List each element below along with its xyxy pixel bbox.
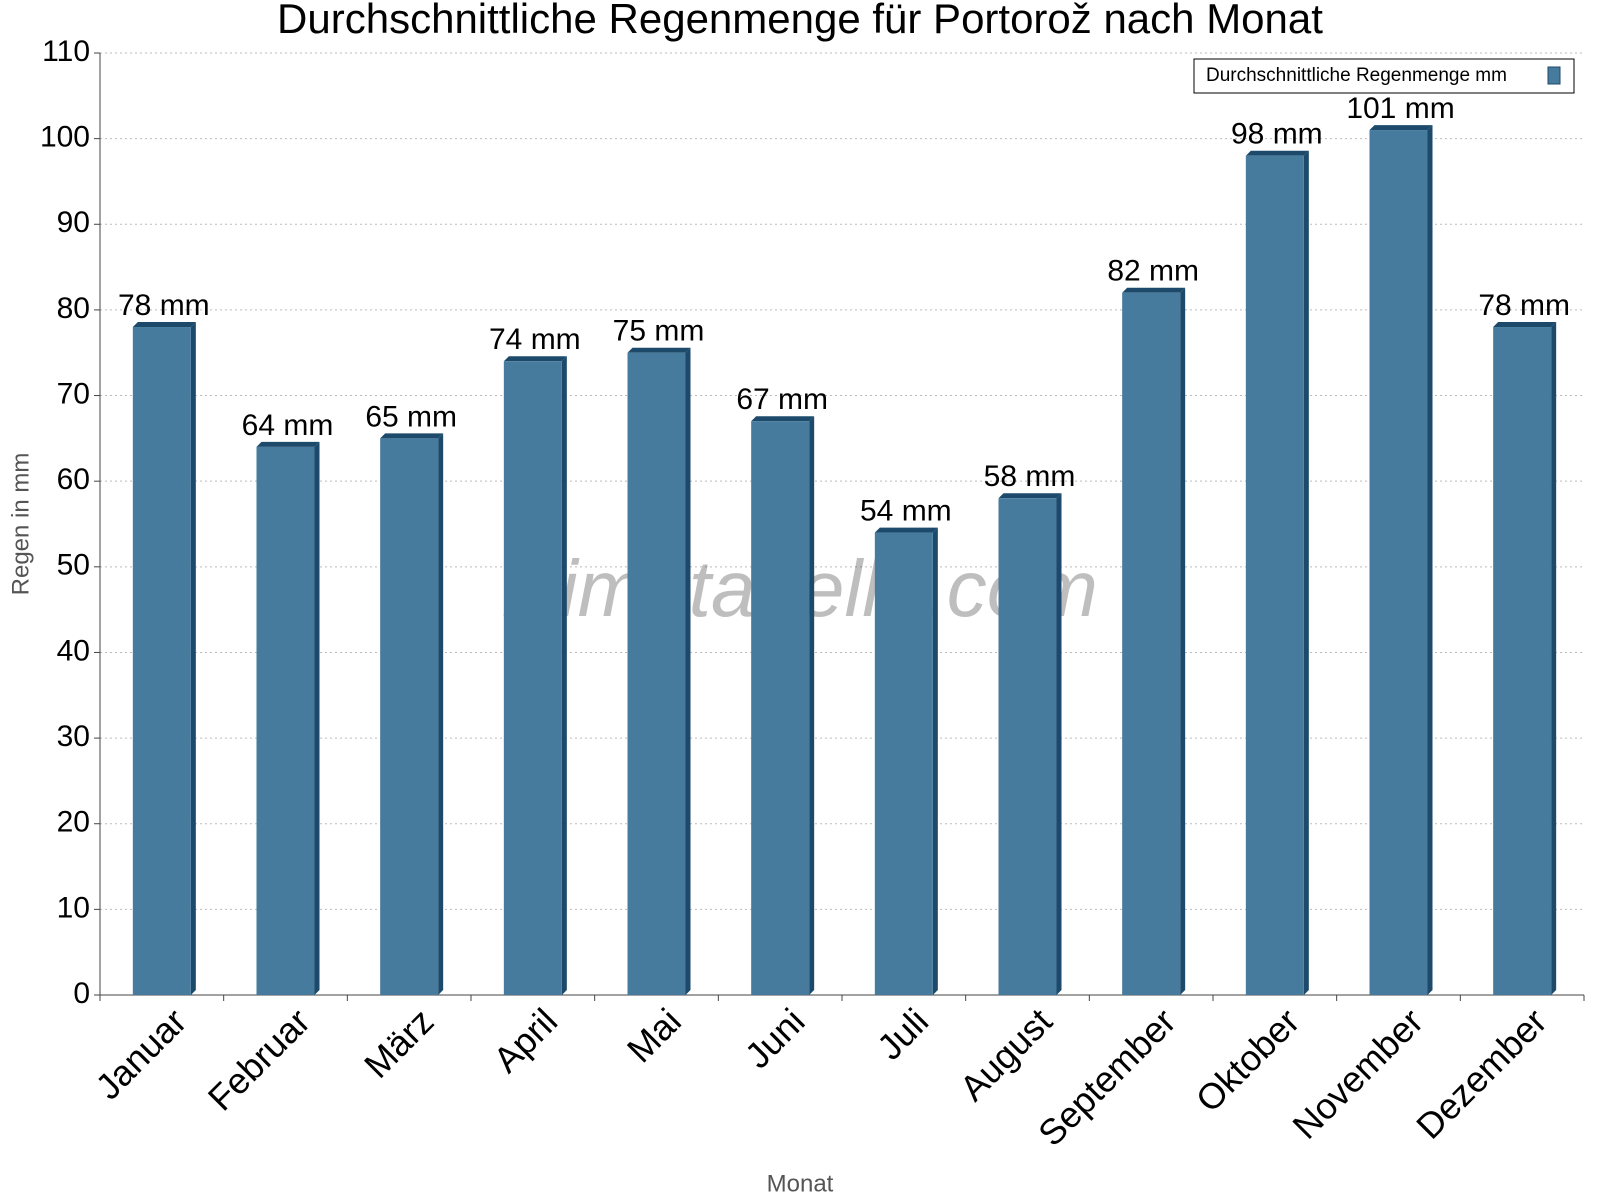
bar-side [932, 527, 938, 995]
bar [998, 498, 1057, 995]
x-tick-label: Februar [200, 1000, 318, 1118]
bar-side [1056, 493, 1062, 995]
y-tick-label: 50 [57, 549, 90, 582]
y-tick-label: 40 [57, 634, 90, 667]
bar-top [256, 441, 320, 447]
x-tick-label: Januar [87, 1000, 194, 1107]
data-label: 98 mm [1231, 118, 1323, 151]
bar-top [1245, 150, 1309, 156]
data-label: 67 mm [736, 383, 828, 416]
y-tick-label: 90 [57, 206, 90, 239]
bar [751, 421, 810, 996]
bar-top [874, 527, 938, 533]
data-label: 78 mm [118, 289, 210, 322]
bar-top [1369, 125, 1433, 131]
bar [627, 352, 686, 995]
chart-title: Durchschnittliche Regenmenge für Portoro… [277, 0, 1323, 42]
bar-top [503, 356, 567, 362]
data-label: 78 mm [1478, 289, 1570, 322]
x-tick-label: August [952, 1000, 1060, 1108]
x-tick-label: Oktober [1188, 1000, 1308, 1120]
y-tick-label: 10 [57, 891, 90, 924]
bar-side [809, 416, 815, 996]
y-tick-label: 20 [57, 806, 90, 839]
bar [874, 532, 933, 995]
data-label: 65 mm [365, 400, 457, 433]
bar [132, 327, 191, 995]
bar-side [1427, 125, 1433, 995]
bar [1493, 327, 1552, 995]
x-tick-label: Juni [737, 1000, 813, 1076]
y-tick-label: 110 [42, 35, 90, 68]
bar [1369, 130, 1428, 995]
bar-side [561, 356, 567, 996]
bar-top [627, 347, 691, 353]
y-axis-label: Regen in mm [7, 453, 34, 596]
y-tick-label: 70 [57, 377, 90, 410]
legend-box [1193, 58, 1575, 94]
x-tick-label: November [1284, 1000, 1430, 1146]
x-tick-label: April [485, 1000, 565, 1080]
legend-swatch [1547, 66, 1561, 85]
bar-top [132, 322, 196, 328]
data-label: 101 mm [1346, 92, 1454, 125]
y-tick-label: 80 [57, 292, 90, 325]
data-label: 64 mm [242, 409, 334, 442]
x-tick-label: Dezember [1408, 1000, 1554, 1146]
x-tick-label: Juli [869, 1000, 936, 1067]
bar-top [1122, 287, 1186, 293]
bar-side [1551, 322, 1557, 995]
bar [256, 446, 315, 996]
x-tick-label: März [356, 1000, 442, 1086]
data-label: 58 mm [984, 460, 1076, 493]
y-tick-label: 60 [57, 463, 90, 496]
y-tick-label: 100 [40, 121, 90, 154]
bar [503, 361, 562, 996]
x-tick-label: Mai [619, 1000, 689, 1070]
data-label: 82 mm [1107, 255, 1199, 288]
data-label: 74 mm [489, 323, 581, 356]
bar [1122, 292, 1181, 995]
bar-top [751, 416, 815, 422]
legend-label: Durchschnittliche Regenmenge mm [1206, 65, 1507, 86]
bar-top [998, 493, 1062, 499]
bar-side [190, 322, 196, 995]
bar-side [685, 347, 691, 995]
bar-side [1303, 150, 1309, 995]
bar-top [380, 433, 444, 439]
bar [1245, 155, 1304, 995]
legend: Durchschnittliche Regenmenge mm [1193, 58, 1575, 94]
bar [380, 438, 439, 995]
data-label: 54 mm [860, 494, 952, 527]
data-label: 75 mm [613, 315, 705, 348]
y-tick-label: 0 [73, 977, 90, 1010]
bar-side [1180, 287, 1186, 995]
x-axis-label: Monat [767, 1170, 834, 1197]
bar-side [438, 433, 444, 995]
bar-top [1493, 322, 1557, 328]
y-tick-label: 30 [57, 720, 90, 753]
bar-side [314, 441, 320, 996]
